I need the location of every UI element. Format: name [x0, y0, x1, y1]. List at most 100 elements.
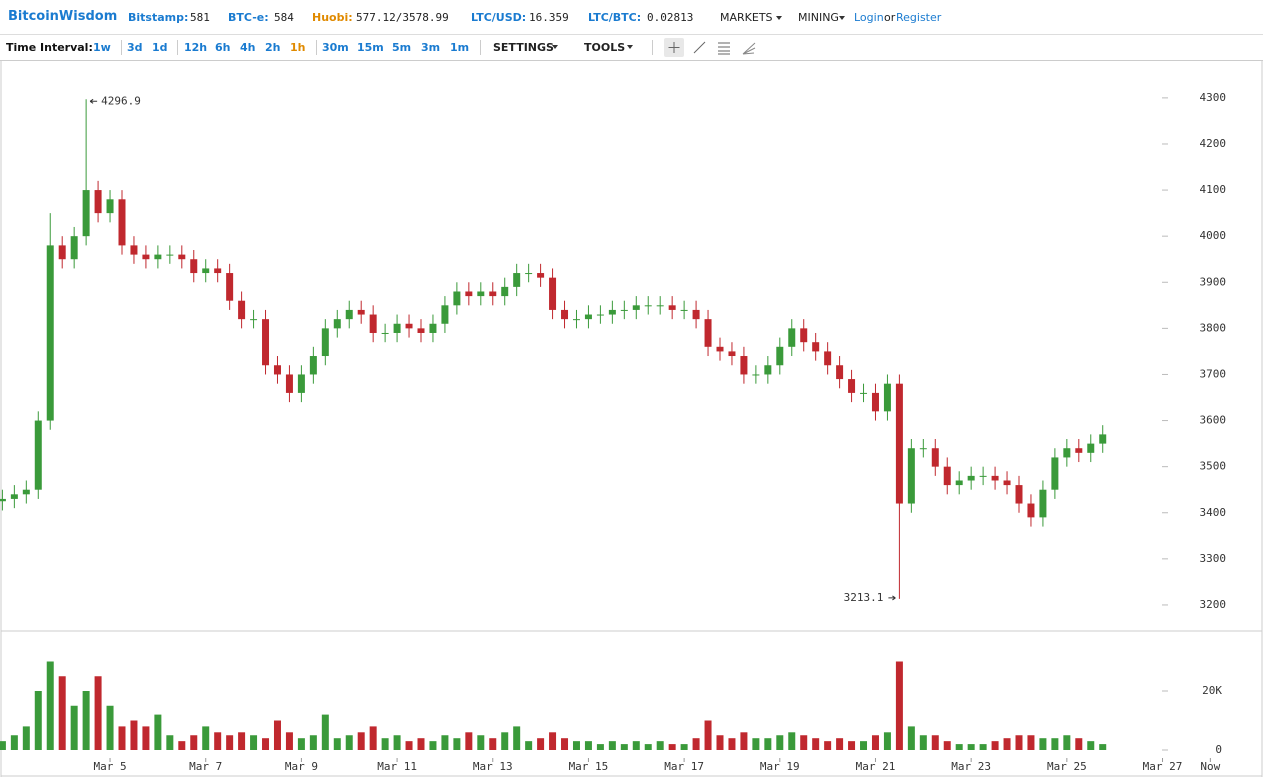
menu[interactable]: MARKETS — [720, 11, 773, 24]
annotation-arrow — [888, 595, 896, 601]
volume-bar — [991, 741, 999, 750]
ticker-value: 581 — [190, 11, 210, 24]
volume-bar — [537, 738, 545, 750]
x-tick-label: Mar 19 — [760, 760, 800, 773]
settings-menu[interactable]: SETTINGS — [493, 41, 554, 54]
candle-body — [393, 323, 401, 333]
y-tick-label: 3800 — [1200, 321, 1227, 334]
interval[interactable]: 6h — [215, 41, 231, 54]
tool-line[interactable] — [693, 41, 706, 54]
tool-crosshair[interactable] — [668, 42, 680, 53]
volume-tick-label: 20K — [1202, 684, 1222, 697]
candle-body — [477, 291, 485, 297]
interval[interactable]: 1d — [152, 41, 168, 54]
ticker-label: Bitstamp: — [128, 11, 189, 24]
volume-bar — [1087, 741, 1095, 750]
volume-bar — [238, 732, 246, 750]
volume-bar — [417, 738, 425, 750]
candle-body — [501, 286, 509, 297]
candle-body — [178, 254, 186, 260]
volume-bar — [477, 735, 485, 750]
x-tick-label: Mar 17 — [664, 760, 704, 773]
volume-bar — [895, 661, 903, 750]
volume-bar — [919, 735, 927, 750]
candle-body — [895, 383, 903, 504]
candle-body — [285, 374, 293, 393]
candle-body — [907, 448, 915, 504]
candle-body — [441, 305, 449, 324]
candle-body — [776, 346, 784, 366]
candle-body — [369, 314, 377, 333]
volume-bar — [680, 744, 688, 750]
interval[interactable]: 2h — [265, 41, 281, 54]
candle-body — [226, 273, 234, 301]
tool-fib[interactable] — [718, 42, 730, 55]
volume-bar — [465, 732, 473, 750]
candle-body — [656, 305, 664, 307]
candle-body — [202, 268, 210, 274]
volume-bar — [1063, 735, 1071, 750]
register-link[interactable]: Register — [896, 11, 942, 24]
interval[interactable]: 1m — [450, 41, 470, 54]
y-tick-label: 3700 — [1200, 367, 1227, 380]
separator — [121, 40, 122, 55]
login-link[interactable]: Login — [854, 11, 884, 24]
volume-bar — [441, 735, 449, 750]
volume-bar — [668, 744, 676, 750]
candle-body — [931, 448, 939, 467]
candle-body — [1027, 503, 1035, 518]
drawing-tools[interactable] — [664, 38, 764, 58]
volume-bar — [250, 735, 258, 750]
interval[interactable]: 4h — [240, 41, 256, 54]
interval-active[interactable]: 1h — [290, 41, 306, 54]
interval[interactable]: 12h — [184, 41, 208, 54]
candle-body — [1063, 448, 1071, 458]
tool-fan[interactable] — [742, 42, 756, 55]
candle-body — [955, 480, 963, 486]
volume-bar — [166, 735, 174, 750]
candle-body — [22, 489, 30, 495]
volume-bar — [333, 738, 341, 750]
x-tick-label: Mar 7 — [189, 760, 222, 773]
x-tick-label: Mar 15 — [569, 760, 609, 773]
ticker-value: 577.12/3578.99 — [356, 11, 449, 24]
interval[interactable]: 15m — [357, 41, 384, 54]
ticker-value: 584 — [274, 11, 294, 24]
candle-body — [465, 291, 473, 297]
menu[interactable]: MINING — [798, 11, 839, 24]
volume-bar — [907, 726, 915, 750]
candle-body — [58, 245, 66, 260]
brand[interactable]: BitcoinWisdom — [8, 9, 118, 24]
volume-bar — [381, 738, 389, 750]
volume-bar — [656, 741, 664, 750]
x-tick-label: Mar 21 — [856, 760, 896, 773]
volume-bar — [788, 732, 796, 750]
interval[interactable]: 3d — [127, 41, 143, 54]
candle-body — [381, 332, 389, 334]
x-tick-label: Mar 9 — [285, 760, 318, 773]
y-tick-label: 3300 — [1200, 552, 1227, 565]
high-annotation: 4296.9 — [101, 94, 141, 107]
x-tick-label: Mar 5 — [93, 760, 126, 773]
tools-menu[interactable]: TOOLS — [584, 41, 626, 54]
interval[interactable]: 1w — [93, 41, 111, 54]
volume-bar — [836, 738, 844, 750]
volume-bar — [393, 735, 401, 750]
candle-body — [883, 383, 891, 412]
candle-body — [572, 319, 580, 321]
candle-body — [489, 291, 497, 297]
volume-bar — [824, 741, 832, 750]
candle-body — [991, 475, 999, 481]
candle-body — [764, 365, 772, 375]
y-tick-label: 3400 — [1200, 506, 1227, 519]
volume-bar — [142, 726, 150, 750]
volume-bar — [58, 676, 66, 750]
interval[interactable]: 30m — [322, 41, 349, 54]
volume-bar — [429, 741, 437, 750]
volume-bar — [549, 732, 557, 750]
volume-bar — [1015, 735, 1023, 750]
separator — [177, 40, 178, 55]
interval[interactable]: 5m — [392, 41, 412, 54]
candle-body — [34, 420, 42, 490]
interval[interactable]: 3m — [421, 41, 441, 54]
